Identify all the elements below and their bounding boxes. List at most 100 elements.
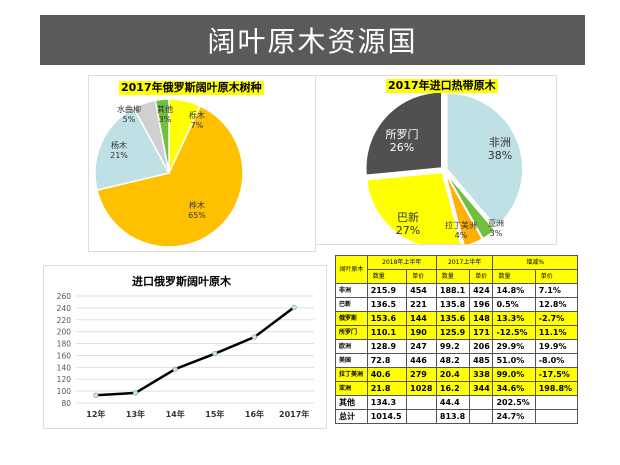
data-point bbox=[291, 304, 297, 310]
data-point bbox=[172, 366, 178, 372]
slide-header: 阔叶原木资源国 bbox=[40, 15, 585, 65]
sub-header: 单价 bbox=[406, 269, 437, 284]
table-cell: 135.8 bbox=[435, 297, 471, 312]
slice-label: 亚洲 bbox=[488, 219, 504, 228]
table-cell: 215.9 bbox=[366, 283, 408, 298]
table-cell bbox=[534, 409, 579, 424]
table-cell: -17.5% bbox=[534, 367, 579, 382]
table-cell: 34.6% bbox=[492, 381, 536, 396]
line-chart-russia: 进口俄罗斯阔叶原木 80 100 120 140 160 180 200 220 240 260 1… bbox=[43, 265, 327, 429]
table-cell: 153.6 bbox=[366, 311, 408, 326]
table-cell: 12.8% bbox=[534, 297, 579, 312]
table-cell: 21.8 bbox=[366, 381, 408, 396]
table-cell: 16.2 bbox=[435, 381, 471, 396]
x-tick-label: 14年 bbox=[166, 409, 185, 419]
slice-value: 7% bbox=[191, 121, 204, 130]
group-header: 增减% bbox=[492, 255, 578, 270]
y-tick-label: 160 bbox=[57, 351, 72, 360]
slice-value: 38% bbox=[488, 149, 512, 162]
sub-header: 数量 bbox=[492, 269, 536, 284]
table-cell: 198.8% bbox=[534, 381, 579, 396]
y-tick-label: 200 bbox=[57, 328, 72, 337]
table-cell: 0.5% bbox=[492, 297, 536, 312]
table-row: 非洲 215.9 454 188.1 424 14.8% 7.1% bbox=[335, 283, 579, 298]
row-label: 所罗门 bbox=[335, 325, 368, 340]
table-cell: 40.6 bbox=[366, 367, 408, 382]
row-label: 俄罗斯 bbox=[335, 311, 368, 326]
sub-header: 数量 bbox=[366, 269, 408, 284]
table-cell: 13.3% bbox=[492, 311, 536, 326]
table-cell: 813.8 bbox=[435, 409, 471, 424]
table-cell: 221 bbox=[406, 297, 437, 312]
slice-value: 5% bbox=[123, 115, 136, 124]
y-tick-label: 80 bbox=[61, 399, 71, 408]
table-cell: 134.3 bbox=[366, 395, 408, 410]
slice-value: 26% bbox=[390, 141, 414, 154]
slice-value: 3% bbox=[159, 115, 172, 124]
slice-label: 所罗门 bbox=[386, 127, 419, 141]
table-row: 拉丁美洲 40.6 279 20.4 338 99.0% -17.5% bbox=[335, 367, 579, 382]
table-cell bbox=[406, 395, 437, 410]
table-cell: 279 bbox=[406, 367, 437, 382]
table-cell: 128.9 bbox=[366, 339, 408, 354]
table-cell: 99.0% bbox=[492, 367, 536, 382]
table-cell: 148 bbox=[469, 311, 494, 326]
table-cell: -2.7% bbox=[534, 311, 579, 326]
table-cell: -8.0% bbox=[534, 353, 579, 368]
data-point bbox=[212, 351, 218, 357]
slice-label: 杨木 bbox=[111, 140, 127, 150]
slice-label: 桦木 bbox=[189, 200, 205, 210]
table-cell: 206 bbox=[469, 339, 494, 354]
table-row: 巴新 136.5 221 135.8 196 0.5% 12.8% bbox=[335, 297, 579, 312]
slice-label: 巴新 bbox=[397, 210, 419, 224]
table-row: 欧洲 128.9 247 99.2 206 29.9% 19.9% bbox=[335, 339, 579, 354]
row-label: 美国 bbox=[335, 353, 368, 368]
table-cell: 7.1% bbox=[534, 283, 579, 298]
series-line bbox=[95, 306, 295, 397]
table-cell bbox=[534, 395, 579, 410]
y-tick-label: 140 bbox=[57, 363, 72, 372]
slide-title: 阔叶原木资源国 bbox=[207, 25, 418, 58]
sub-header: 数量 bbox=[435, 269, 471, 284]
sub-header: 单价 bbox=[534, 269, 579, 284]
table-cell: 135.6 bbox=[435, 311, 471, 326]
table-cell: 344 bbox=[469, 381, 494, 396]
table-row: 俄罗斯 153.6 144 135.6 148 13.3% -2.7% bbox=[335, 311, 579, 326]
x-tick-label: 16年 bbox=[245, 409, 264, 419]
table-cell: 202.5% bbox=[492, 395, 536, 410]
row-label: 拉丁美洲 bbox=[335, 367, 368, 382]
pie-slice bbox=[94, 106, 171, 192]
table-cell: 190 bbox=[406, 325, 437, 340]
table-cell: 99.2 bbox=[435, 339, 471, 354]
y-tick-label: 100 bbox=[57, 387, 72, 396]
slice-value: 4% bbox=[455, 231, 468, 240]
slice-label: 拉丁美洲 bbox=[445, 220, 477, 230]
slice-label: 非洲 bbox=[489, 136, 511, 149]
pie-slice bbox=[446, 92, 524, 228]
table-row: 美国 72.8 446 48.2 485 51.0% -8.0% bbox=[335, 353, 579, 368]
corner-cell: 阔叶原木 bbox=[335, 255, 368, 284]
pie-slice bbox=[365, 171, 462, 244]
data-point bbox=[93, 392, 99, 398]
table-cell: 188.1 bbox=[435, 283, 471, 298]
group-header: 2018年上半年 bbox=[366, 255, 437, 270]
row-label: 亚洲 bbox=[335, 381, 368, 396]
table-row: 亚洲 21.8 1028 16.2 344 34.6% 198.8% bbox=[335, 381, 579, 396]
table-subheader-row: 数量 单价 数量 单价 数量 单价 bbox=[336, 269, 579, 284]
pie-slice bbox=[444, 172, 484, 244]
y-tick-label: 260 bbox=[57, 292, 72, 301]
table-cell: 424 bbox=[469, 283, 494, 298]
y-tick-label: 180 bbox=[57, 340, 72, 349]
table-cell bbox=[469, 395, 494, 410]
table-cell: 14.8% bbox=[492, 283, 536, 298]
pie-slice bbox=[154, 98, 170, 174]
slice-value: 3% bbox=[490, 229, 503, 238]
pie-slice bbox=[96, 104, 244, 248]
y-tick-label: 240 bbox=[57, 304, 72, 313]
slice-value: 65% bbox=[188, 211, 206, 220]
x-tick-label: 2017年 bbox=[279, 409, 309, 419]
slice-label: 水曲柳 bbox=[117, 104, 141, 114]
table-cell: 44.4 bbox=[435, 395, 471, 410]
import-table: 阔叶原木 2018年上半年 2017上半年 增减% 数量 单价 数量 单价 数量 单价 非洲 215.… bbox=[335, 255, 579, 424]
table-row: 其他 134.3 44.4 202.5% bbox=[335, 395, 579, 410]
